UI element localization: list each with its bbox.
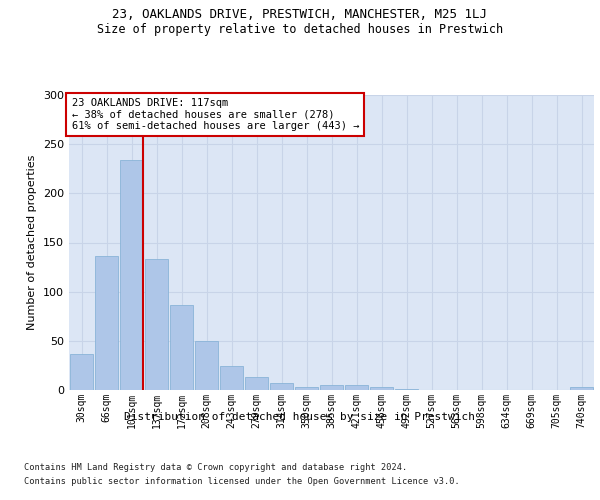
Bar <box>245 377 268 390</box>
Text: Contains HM Land Registry data © Crown copyright and database right 2024.: Contains HM Land Registry data © Crown c… <box>24 462 407 471</box>
Text: 23 OAKLANDS DRIVE: 117sqm
← 38% of detached houses are smaller (278)
61% of semi: 23 OAKLANDS DRIVE: 117sqm ← 38% of detac… <box>71 98 359 131</box>
Bar <box>345 385 368 390</box>
Bar <box>170 306 193 390</box>
Text: Contains public sector information licensed under the Open Government Licence v3: Contains public sector information licen… <box>24 478 460 486</box>
Bar <box>145 259 168 390</box>
Bar <box>370 387 393 390</box>
Text: Size of property relative to detached houses in Prestwich: Size of property relative to detached ho… <box>97 22 503 36</box>
Bar <box>295 387 318 390</box>
Bar <box>120 160 143 390</box>
Bar <box>195 341 218 390</box>
Bar <box>395 389 418 390</box>
Bar <box>70 354 93 390</box>
Bar <box>570 387 593 390</box>
Bar <box>320 385 343 390</box>
Bar <box>270 383 293 390</box>
Bar <box>220 366 243 390</box>
Y-axis label: Number of detached properties: Number of detached properties <box>28 155 37 330</box>
Bar <box>95 256 118 390</box>
Text: 23, OAKLANDS DRIVE, PRESTWICH, MANCHESTER, M25 1LJ: 23, OAKLANDS DRIVE, PRESTWICH, MANCHESTE… <box>113 8 487 20</box>
Text: Distribution of detached houses by size in Prestwich: Distribution of detached houses by size … <box>125 412 476 422</box>
